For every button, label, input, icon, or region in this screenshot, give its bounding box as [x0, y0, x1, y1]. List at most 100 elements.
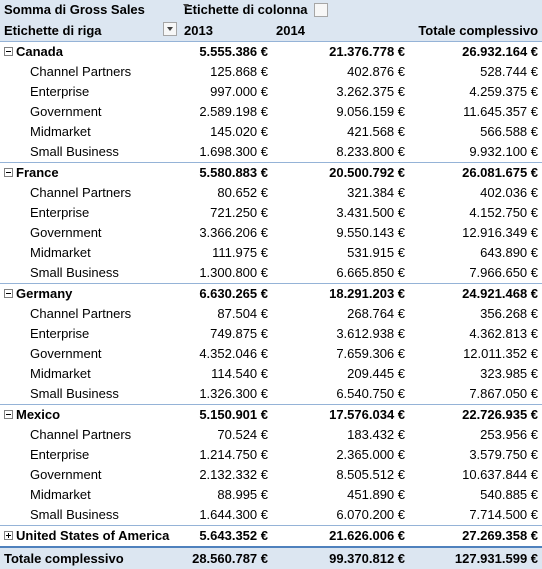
segment-row: Channel Partners 80.652 € 321.384 € 402.036…: [0, 183, 542, 203]
segment-v2014-cell: 6.070.200 €: [336, 507, 406, 522]
segment-row: Small Business 1.698.300 € 8.233.800 € 9.93…: [0, 142, 542, 163]
segment-total-cell: 3.579.750 €: [469, 447, 539, 462]
country-total-cell: 26.081.675 €: [409, 162, 542, 183]
country-v2014-cell: 20.500.792 €: [272, 162, 410, 183]
segment-name-cell: Enterprise: [30, 84, 90, 99]
country-total-cell: 24.921.468 €: [409, 283, 542, 304]
collapse-icon[interactable]: [4, 289, 13, 299]
column-labels-text: Etichette di colonna: [184, 2, 308, 17]
segment-v2013-cell: 80.652 €: [217, 185, 268, 200]
segment-name-cell: Government: [30, 467, 102, 482]
segment-v2014-cell: 7.659.306 €: [336, 346, 406, 361]
column-filter-dropdown-icon[interactable]: [314, 2, 329, 17]
row-labels-text: Etichette di riga: [4, 23, 102, 38]
country-row: United States of America 5.643.352 €21.62…: [0, 525, 542, 547]
country-total-cell: 26.932.164 €: [409, 41, 542, 62]
segment-v2013-cell: 145.020 €: [210, 124, 268, 139]
segment-total-cell: 7.966.650 €: [469, 265, 539, 280]
segment-row: Enterprise 1.214.750 € 2.365.000 € 3.579.75…: [0, 445, 542, 465]
segment-name-cell: Government: [30, 225, 102, 240]
grand-total-label: Totale complessivo: [0, 546, 180, 569]
country-v2014-cell: 21.626.006 €: [272, 525, 410, 547]
segment-v2013-cell: 70.524 €: [217, 427, 268, 442]
collapse-icon[interactable]: [4, 168, 13, 178]
country-total-cell: 27.269.358 €: [409, 525, 542, 547]
segment-total-cell: 7.867.050 €: [469, 386, 539, 401]
segment-name-cell: Midmarket: [30, 487, 91, 502]
segment-name-cell: Channel Partners: [30, 427, 132, 442]
segment-total-cell: 566.588 €: [480, 124, 539, 139]
collapse-icon[interactable]: [4, 47, 13, 57]
segment-v2014-cell: 8.505.512 €: [336, 467, 406, 482]
segment-row: Government 2.132.332 € 8.505.512 € 10.637.8…: [0, 465, 542, 485]
segment-v2014-cell: 8.233.800 €: [336, 144, 406, 159]
segment-v2014-cell: 6.665.850 €: [336, 265, 406, 280]
segment-total-cell: 4.362.813 €: [469, 326, 539, 341]
country-v2013-cell: 5.643.352 €: [180, 525, 272, 547]
grand-total-total-cell: 127.931.599 €: [409, 546, 542, 569]
country-v2014-cell: 21.376.778 €: [272, 41, 410, 62]
segment-total-cell: 323.985 €: [480, 366, 539, 381]
segment-row: Enterprise 749.875 € 3.612.938 € 4.362.813 …: [0, 324, 542, 344]
segment-total-cell: 11.645.357 €: [463, 104, 539, 119]
grand-total-row: Totale complessivo 28.560.787 €99.370.812…: [0, 546, 542, 569]
country-v2013-cell: 5.150.901 €: [180, 404, 272, 425]
segment-name-cell: Midmarket: [30, 124, 91, 139]
segment-name-cell: Small Business: [30, 507, 119, 522]
segment-name-cell: Channel Partners: [30, 185, 132, 200]
collapse-icon[interactable]: [4, 410, 13, 420]
segment-name-cell: Enterprise: [30, 326, 90, 341]
segment-name-cell: Channel Partners: [30, 64, 132, 79]
segment-v2013-cell: 749.875 €: [210, 326, 268, 341]
segment-v2014-cell: 321.384 €: [347, 185, 406, 200]
segment-total-cell: 12.011.352 €: [463, 346, 539, 361]
segment-v2014-cell: 9.550.143 €: [336, 225, 406, 240]
segment-v2014-cell: 6.540.750 €: [336, 386, 406, 401]
segment-total-cell: 402.036 €: [480, 185, 539, 200]
segment-row: Channel Partners 87.504 € 268.764 € 356.268…: [0, 304, 542, 324]
segment-total-cell: 253.956 €: [480, 427, 539, 442]
segment-v2013-cell: 4.352.046 €: [199, 346, 268, 361]
segment-v2013-cell: 114.540 €: [211, 366, 268, 381]
segment-name-cell: Midmarket: [30, 366, 91, 381]
segment-total-cell: 643.890 €: [480, 245, 539, 260]
country-name-cell: Mexico: [0, 404, 180, 425]
country-label: France: [16, 165, 59, 180]
pivot-header-row-1: Somma di Gross Sales Etichette di colonn…: [0, 0, 542, 21]
row-filter-dropdown-icon[interactable]: [163, 22, 177, 36]
segment-v2013-cell: 1.214.750 €: [199, 447, 268, 462]
segment-v2014-cell: 421.568 €: [347, 124, 406, 139]
segment-name-cell: Government: [30, 346, 102, 361]
segment-name-cell: Small Business: [30, 386, 119, 401]
segment-v2013-cell: 1.644.300 €: [199, 507, 268, 522]
segment-v2013-cell: 111.975 €: [212, 245, 268, 260]
expand-icon[interactable]: [4, 531, 13, 541]
country-label: Canada: [16, 44, 63, 59]
segment-row: Channel Partners 70.524 € 183.432 € 253.956…: [0, 425, 542, 445]
segment-v2014-cell: 2.365.000 €: [336, 447, 406, 462]
segment-row: Small Business 1.326.300 € 6.540.750 € 7.86…: [0, 384, 542, 405]
grand-total-v2014-cell: 99.370.812 €: [272, 546, 410, 569]
country-total-cell: 22.726.935 €: [409, 404, 542, 425]
segment-total-cell: 9.932.100 €: [469, 144, 539, 159]
segment-total-cell: 4.152.750 €: [469, 205, 539, 220]
segment-row: Government 2.589.198 € 9.056.159 € 11.645.3…: [0, 102, 542, 122]
segment-row: Midmarket 145.020 € 421.568 € 566.588 €: [0, 122, 542, 142]
segment-name-cell: Small Business: [30, 144, 119, 159]
segment-name-cell: Small Business: [30, 265, 119, 280]
row-labels-header[interactable]: Etichette di riga: [0, 20, 180, 42]
segment-v2014-cell: 451.890 €: [347, 487, 406, 502]
segment-row: Government 4.352.046 € 7.659.306 € 12.011.3…: [0, 344, 542, 364]
segment-row: Government 3.366.206 € 9.550.143 € 12.916.3…: [0, 223, 542, 243]
country-row: Mexico 5.150.901 €17.576.034 €22.726.935 …: [0, 404, 542, 425]
grand-total-v2013-cell: 28.560.787 €: [180, 546, 272, 569]
segment-v2013-cell: 88.995 €: [217, 487, 268, 502]
country-row: France 5.580.883 €20.500.792 €26.081.675 …: [0, 162, 542, 183]
column-labels-header[interactable]: Etichette di colonna: [180, 0, 410, 21]
segment-v2013-cell: 87.504 €: [217, 306, 268, 321]
segment-row: Midmarket 114.540 € 209.445 € 323.985 €: [0, 364, 542, 384]
segment-v2014-cell: 531.915 €: [347, 245, 406, 260]
segment-name-cell: Enterprise: [30, 205, 90, 220]
segment-row: Channel Partners 125.868 € 402.876 € 528.74…: [0, 62, 542, 82]
